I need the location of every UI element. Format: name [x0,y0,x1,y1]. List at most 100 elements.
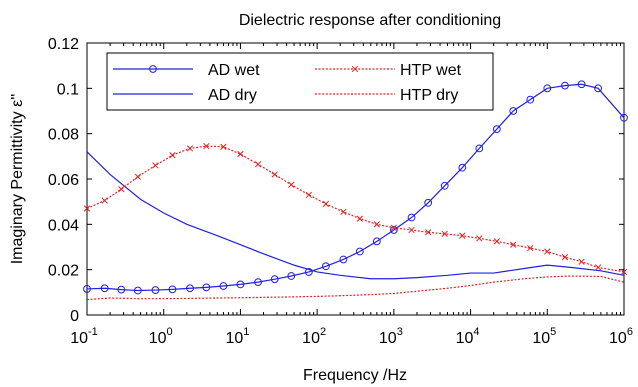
series-ad-wet-point [339,255,348,264]
series-ad-wet-point [526,95,535,104]
series-htp-wet-point [203,142,210,150]
x-tick-exponent: 3 [397,326,403,338]
series-htp-wet-point [356,215,363,222]
x-tick-exponent: -1 [88,326,98,338]
series-ad-wet-point [372,237,381,246]
x-tick-label: 100 [149,326,173,347]
series-htp-dry [86,275,625,301]
series-ad-wet-point [475,144,484,153]
y-tick-label: 0 [70,308,79,325]
series-ad-wet-point [321,262,330,271]
series-ad-wet-point [577,80,586,89]
series-ad-wet-point [219,282,228,290]
series-ad-wet-point [254,278,263,287]
series-ad-wet-point [561,81,569,90]
series-htp-wet-point [510,241,517,248]
series-htp-wet-point [83,205,91,212]
x-tick-exponent: 4 [473,326,479,338]
x-axis-label: Frequency /Hz [303,367,407,384]
y-tick-label: 0.04 [48,217,79,234]
series-htp-wet-point [220,143,227,150]
y-tick-label: 0.08 [48,127,79,144]
series-htp-wet-point [493,238,500,245]
series-ad-wet-point [594,84,603,93]
series-htp-wet-point [305,191,313,199]
series-htp-wet-point [101,197,108,204]
series-ad-wet-point [236,280,245,289]
legend-box [106,52,494,111]
series-ad-wet-point [424,198,433,207]
series-ad-wet-point [389,226,398,234]
series-htp-wet-point [118,186,125,193]
x-tick-label: 101 [225,326,249,347]
y-axis: 0 0.02 0.04 0.06 0.08 0.1 0.12 [48,36,624,325]
series-ad-wet-point [151,286,160,294]
x-tick-exponent: 5 [550,326,556,338]
x-tick-label: 103 [379,326,403,347]
series-ad-wet-point [355,247,364,256]
series-ad-wet-point [509,107,518,115]
legend-htp-wet-point [351,65,359,73]
chart-title: Dielectric response after conditioning [239,12,501,29]
y-tick-label: 0.12 [48,36,79,53]
series-layer [83,80,628,301]
legend-label: AD dry [208,87,257,104]
series-ad-wet [83,80,628,295]
x-tick-exponent: 0 [167,326,173,338]
x-tick-label: 105 [532,326,556,347]
series-htp-wet [83,142,628,276]
series-htp-wet-point [254,161,262,168]
y-axis-label: Imaginary Permittivity ε'' [9,94,26,265]
series-ad-wet-point [458,163,467,172]
legend-entry-ad-dry: AD dry [113,87,257,104]
series-ad-wet-point [168,285,177,294]
legend-label: AD wet [208,62,260,79]
series-htp-wet-point [527,244,534,252]
series-htp-wet-point [620,268,628,276]
series-htp-wet-point [425,229,432,236]
series-htp-wet-point [561,254,569,261]
series-ad-wet-point [543,84,552,93]
legend-entry-htp-dry: HTP dry [315,87,458,104]
series-htp-wet-point [340,208,347,216]
series-htp-wet-point [373,221,380,228]
x-tick-label: 10-1 [70,326,98,347]
series-htp-wet-point [186,145,194,152]
series-ad-wet-point [492,125,501,134]
series-htp-wet-point [459,232,466,239]
series-htp-wet-point [271,171,278,178]
series-htp-wet-point [476,235,483,242]
x-tick-exponent: 6 [627,326,633,338]
legend-entry-htp-wet: HTP wet [315,62,462,79]
series-htp-dry-line [86,275,625,301]
series-ad-wet-point [407,213,416,222]
x-tick-label: 102 [302,326,326,347]
legend-entry-ad-wet: AD wet [113,62,260,79]
series-ad-wet-point [186,284,194,293]
series-htp-wet-point [408,226,415,234]
series-ad-dry-line [86,151,625,280]
series-htp-wet-point [578,258,585,265]
series-htp-wet-line [86,145,625,273]
series-htp-wet-point [441,230,448,238]
series-ad-wet-point [304,268,313,276]
series-ad-wet-point [117,285,126,294]
series-ad-dry [86,151,625,280]
y-tick-label: 0.06 [48,172,79,189]
series-htp-wet-point [169,152,176,159]
series-ad-wet-point [202,283,211,292]
series-ad-wet-point [287,272,296,280]
series-htp-wet-point [594,264,602,271]
x-tick-exponent: 2 [320,326,326,338]
legend-label: HTP wet [400,62,462,79]
series-ad-wet-point [100,284,109,293]
legend-label: HTP dry [400,87,458,104]
y-tick-label: 0.02 [48,263,79,280]
series-htp-wet-point [152,162,159,169]
series-htp-wet-point [134,173,141,180]
x-tick-label: 106 [609,326,633,347]
legend: AD wet AD dry HTP wet HTP dry [106,52,494,111]
series-ad-wet-point [133,286,142,295]
legend-ad-wet-point [149,65,157,73]
